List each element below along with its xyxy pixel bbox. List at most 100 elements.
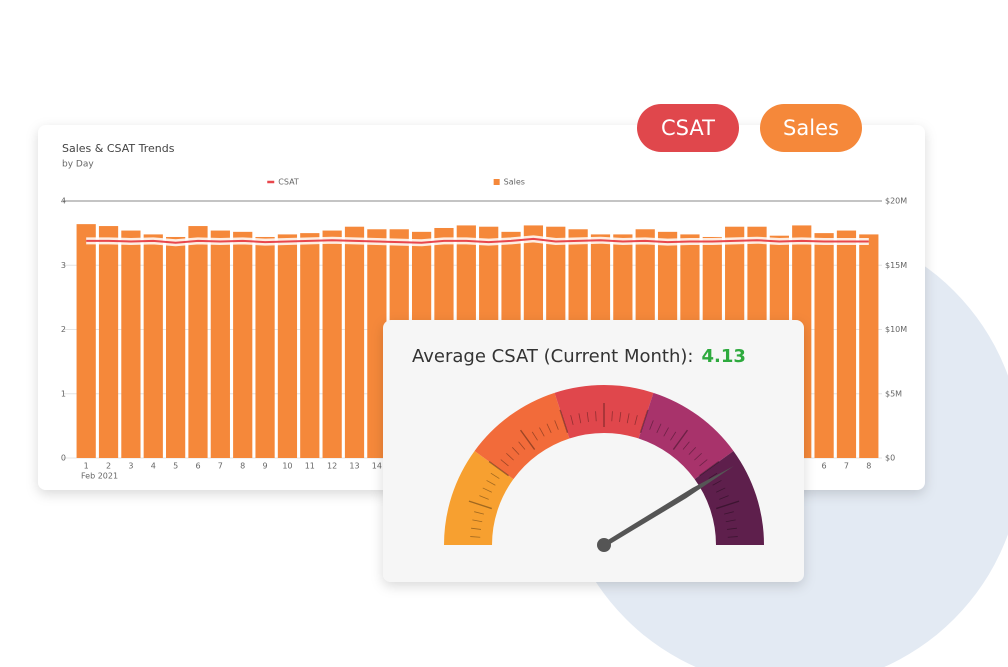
gauge-tick	[719, 495, 729, 500]
gauge-tick	[639, 409, 649, 433]
y-tick-label: 3	[61, 261, 66, 270]
x-tick-label: 8	[866, 462, 871, 471]
x-tick-label: 2	[106, 462, 111, 471]
bar	[255, 236, 275, 458]
bar	[143, 234, 163, 458]
pills: CSAT Sales	[637, 104, 862, 152]
y-tick-label: 0	[61, 454, 66, 463]
y2-tick-label: $10M	[885, 325, 907, 334]
x-tick-label: 7	[844, 462, 849, 471]
x-tick-label: 6	[822, 462, 827, 471]
bar	[300, 233, 320, 458]
x-tick-label: 14	[372, 462, 382, 471]
x-tick-label: 12	[327, 462, 337, 471]
pill-label: CSAT	[661, 116, 715, 140]
gauge-value: 4.13	[701, 346, 745, 367]
gauge-band	[444, 450, 514, 545]
gauge-tick	[725, 519, 736, 523]
bar	[210, 230, 230, 458]
gauge-tick	[472, 519, 483, 523]
gauge-tick	[656, 423, 662, 433]
legend-label: CSAT	[278, 178, 299, 187]
gauge-tick	[712, 480, 722, 486]
gauge-tick	[649, 420, 654, 430]
gauge-tick	[554, 420, 559, 430]
x-tick-label: 7	[218, 462, 223, 471]
gauge-tick	[479, 495, 489, 500]
bar	[166, 236, 186, 458]
gauge-tick	[539, 427, 545, 437]
y-tick-label: 4	[61, 197, 66, 206]
gauge-tick	[470, 536, 481, 538]
bar	[344, 226, 365, 458]
gauge-tick	[518, 441, 526, 450]
bar	[233, 231, 253, 458]
gauge-card: Average CSAT (Current Month): 4.13	[383, 320, 804, 582]
gauge-tick	[506, 452, 514, 461]
legend-swatch	[493, 179, 500, 185]
bar	[98, 226, 119, 458]
x-tick-label: 9	[263, 462, 268, 471]
x-tick-label: 11	[305, 462, 315, 471]
gauge-tick	[570, 415, 574, 425]
pill	[760, 104, 862, 152]
gauge-tick	[672, 429, 689, 450]
x-tick-label: 6	[195, 462, 200, 471]
gauge-tick	[488, 460, 509, 477]
gauge-tick	[688, 447, 697, 455]
gauge-band	[638, 392, 734, 480]
x-sublabel: Feb 2021	[81, 472, 118, 481]
gauge-tick	[546, 423, 552, 433]
pill-label: Sales	[783, 116, 839, 140]
gauge-needle	[601, 465, 734, 550]
gauge-tick	[474, 511, 484, 515]
legend-label: Sales	[504, 178, 525, 187]
gauge-tick	[531, 431, 538, 441]
gauge-tick	[595, 411, 597, 422]
gauge-tick	[634, 415, 638, 425]
chart-title: Sales & CSAT Trends	[62, 142, 175, 155]
x-tick-label: 13	[349, 462, 359, 471]
bar	[76, 224, 96, 458]
y2-tick-label: $20M	[885, 197, 907, 206]
y2-tick-label: $0	[885, 454, 895, 463]
gauge-tick	[490, 472, 500, 479]
gauge-band	[474, 392, 570, 480]
gauge-tick	[682, 441, 690, 450]
gauge-tick	[511, 447, 520, 455]
gauge-tick	[699, 460, 720, 477]
gauge-tick	[699, 459, 708, 467]
gauge-tick	[500, 459, 509, 467]
gauge-tick	[468, 500, 492, 510]
bar	[367, 229, 387, 458]
gauge-tick	[626, 413, 630, 424]
y2-tick-label: $15M	[885, 261, 907, 270]
bar	[836, 230, 857, 458]
gauge-tick	[482, 487, 492, 493]
gauge-title: Average CSAT (Current Month):	[412, 346, 693, 367]
gauge-tick	[716, 500, 740, 510]
x-tick-label: 1	[84, 462, 89, 471]
gauge-tick	[708, 472, 718, 479]
gauge-tick	[611, 411, 613, 422]
gauge-tick	[716, 487, 726, 493]
bar	[277, 234, 298, 458]
gauge-tick	[619, 412, 622, 423]
x-tick-label: 3	[128, 462, 133, 471]
x-tick-label: 8	[240, 462, 245, 471]
gauge-tick	[726, 527, 737, 530]
line	[86, 237, 869, 244]
gauge-tick	[519, 429, 536, 450]
gauge-tick	[471, 527, 482, 530]
gauge-tick	[559, 409, 569, 433]
gauge-band	[554, 385, 654, 439]
gauge-tick	[670, 431, 677, 441]
gauge-tick	[486, 480, 496, 486]
y-tick-label: 2	[61, 325, 66, 334]
y2-tick-label: $5M	[885, 389, 902, 398]
bar	[814, 233, 834, 458]
x-tick-label: 10	[282, 462, 292, 471]
gauge-tick	[663, 427, 669, 437]
